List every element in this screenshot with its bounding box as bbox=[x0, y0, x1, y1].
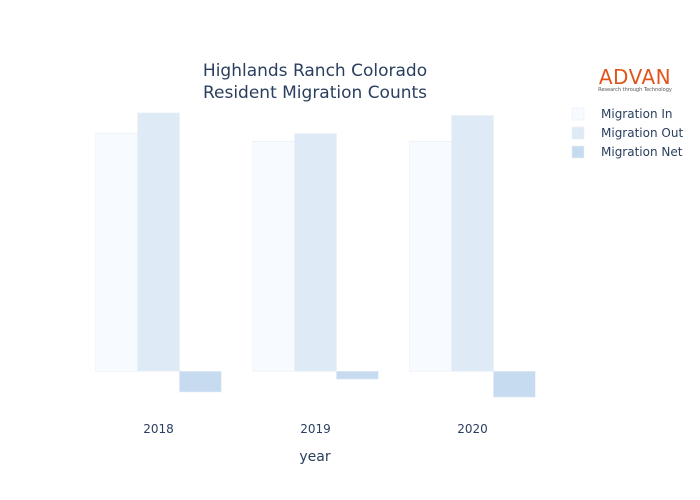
bar-migration-net-2019[interactable] bbox=[336, 370, 379, 380]
bars-group bbox=[95, 112, 536, 398]
legend-item-migration-net[interactable]: Migration Net bbox=[571, 145, 683, 159]
x-tick-label: 2020 bbox=[457, 422, 488, 436]
chart-title-line: Resident Migration Counts bbox=[203, 83, 427, 103]
legend-swatch bbox=[571, 107, 585, 121]
legend-item-migration-out[interactable]: Migration Out bbox=[571, 126, 683, 140]
advan-logo: ADVAN Research through Technology bbox=[598, 65, 672, 93]
x-tick-labels: 2018 2019 2020 bbox=[143, 422, 488, 436]
legend-label: Migration Out bbox=[601, 126, 683, 140]
legend: Migration In Migration Out Migration Net bbox=[571, 107, 683, 159]
bar-migration-out-2019[interactable] bbox=[294, 133, 337, 372]
legend-label: Migration In bbox=[601, 107, 673, 121]
bar-migration-in-2019[interactable] bbox=[252, 141, 295, 372]
logo-tagline: Research through Technology bbox=[598, 87, 672, 93]
bar-migration-in-2020[interactable] bbox=[409, 141, 452, 372]
legend-swatch bbox=[571, 145, 585, 159]
x-axis-title: year bbox=[299, 449, 330, 465]
chart-title: Highlands Ranch Colorado Resident Migrati… bbox=[203, 61, 427, 103]
logo-brand: ADVAN bbox=[599, 65, 671, 89]
bar-migration-in-2018[interactable] bbox=[95, 133, 138, 372]
chart-title-line: Highlands Ranch Colorado bbox=[203, 61, 427, 81]
x-tick-label: 2018 bbox=[143, 422, 174, 436]
bar-migration-out-2020[interactable] bbox=[451, 115, 494, 372]
legend-label: Migration Net bbox=[601, 145, 683, 159]
x-tick-label: 2019 bbox=[300, 422, 331, 436]
bar-migration-net-2018[interactable] bbox=[179, 370, 222, 393]
bar-migration-out-2018[interactable] bbox=[137, 112, 180, 372]
legend-swatch bbox=[571, 126, 585, 140]
legend-item-migration-in[interactable]: Migration In bbox=[571, 107, 673, 121]
bar-migration-net-2020[interactable] bbox=[493, 370, 536, 398]
